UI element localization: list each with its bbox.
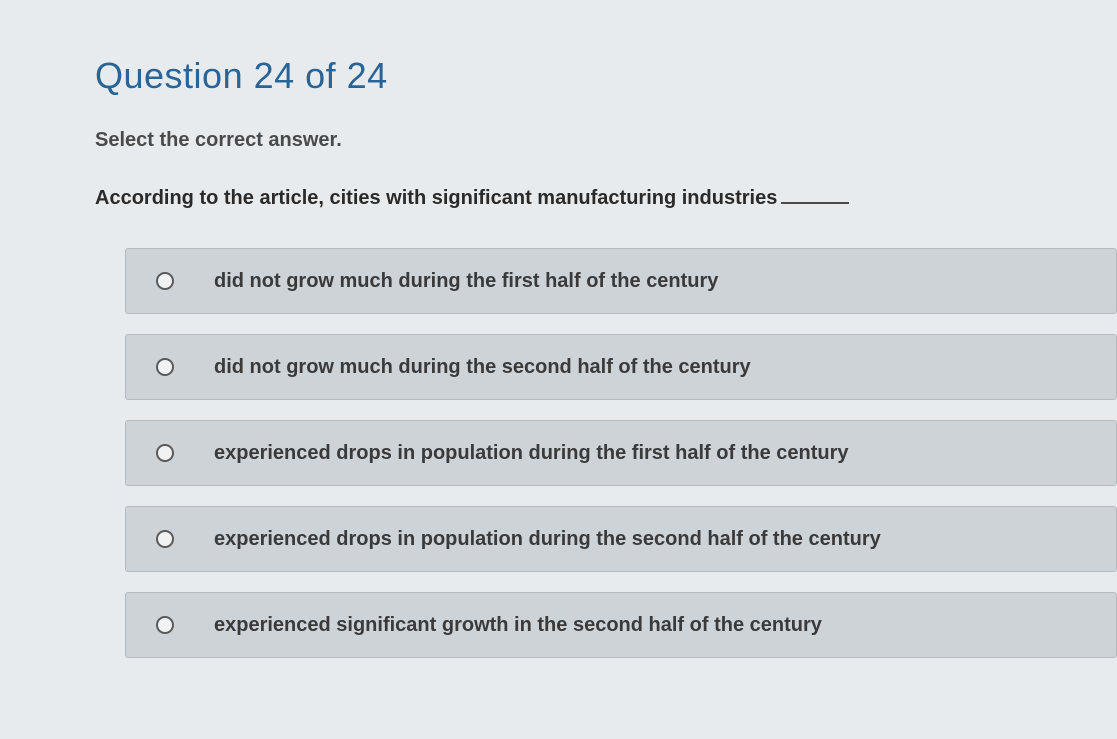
radio-icon [156, 530, 174, 548]
option-e[interactable]: experienced significant growth in the se… [125, 592, 1117, 658]
options-list: did not grow much during the first half … [95, 248, 1117, 658]
stem-text: According to the article, cities with si… [95, 187, 777, 209]
option-d[interactable]: experienced drops in population during t… [125, 506, 1117, 572]
option-text: experienced drops in population during t… [214, 528, 881, 551]
option-a[interactable]: did not grow much during the first half … [125, 248, 1117, 314]
instruction-text: Select the correct answer. [95, 129, 1117, 152]
option-b[interactable]: did not grow much during the second half… [125, 334, 1117, 400]
option-c[interactable]: experienced drops in population during t… [125, 420, 1117, 486]
option-text: experienced significant growth in the se… [214, 614, 822, 637]
option-text: did not grow much during the first half … [214, 270, 718, 293]
option-text: did not grow much during the second half… [214, 356, 751, 379]
radio-icon [156, 272, 174, 290]
radio-icon [156, 444, 174, 462]
quiz-container: Question 24 of 24 Select the correct ans… [0, 0, 1117, 739]
fill-in-blank [781, 182, 849, 204]
option-text: experienced drops in population during t… [214, 442, 849, 465]
question-stem: According to the article, cities with si… [95, 182, 1117, 213]
question-title: Question 24 of 24 [95, 55, 1117, 97]
radio-icon [156, 616, 174, 634]
radio-icon [156, 358, 174, 376]
